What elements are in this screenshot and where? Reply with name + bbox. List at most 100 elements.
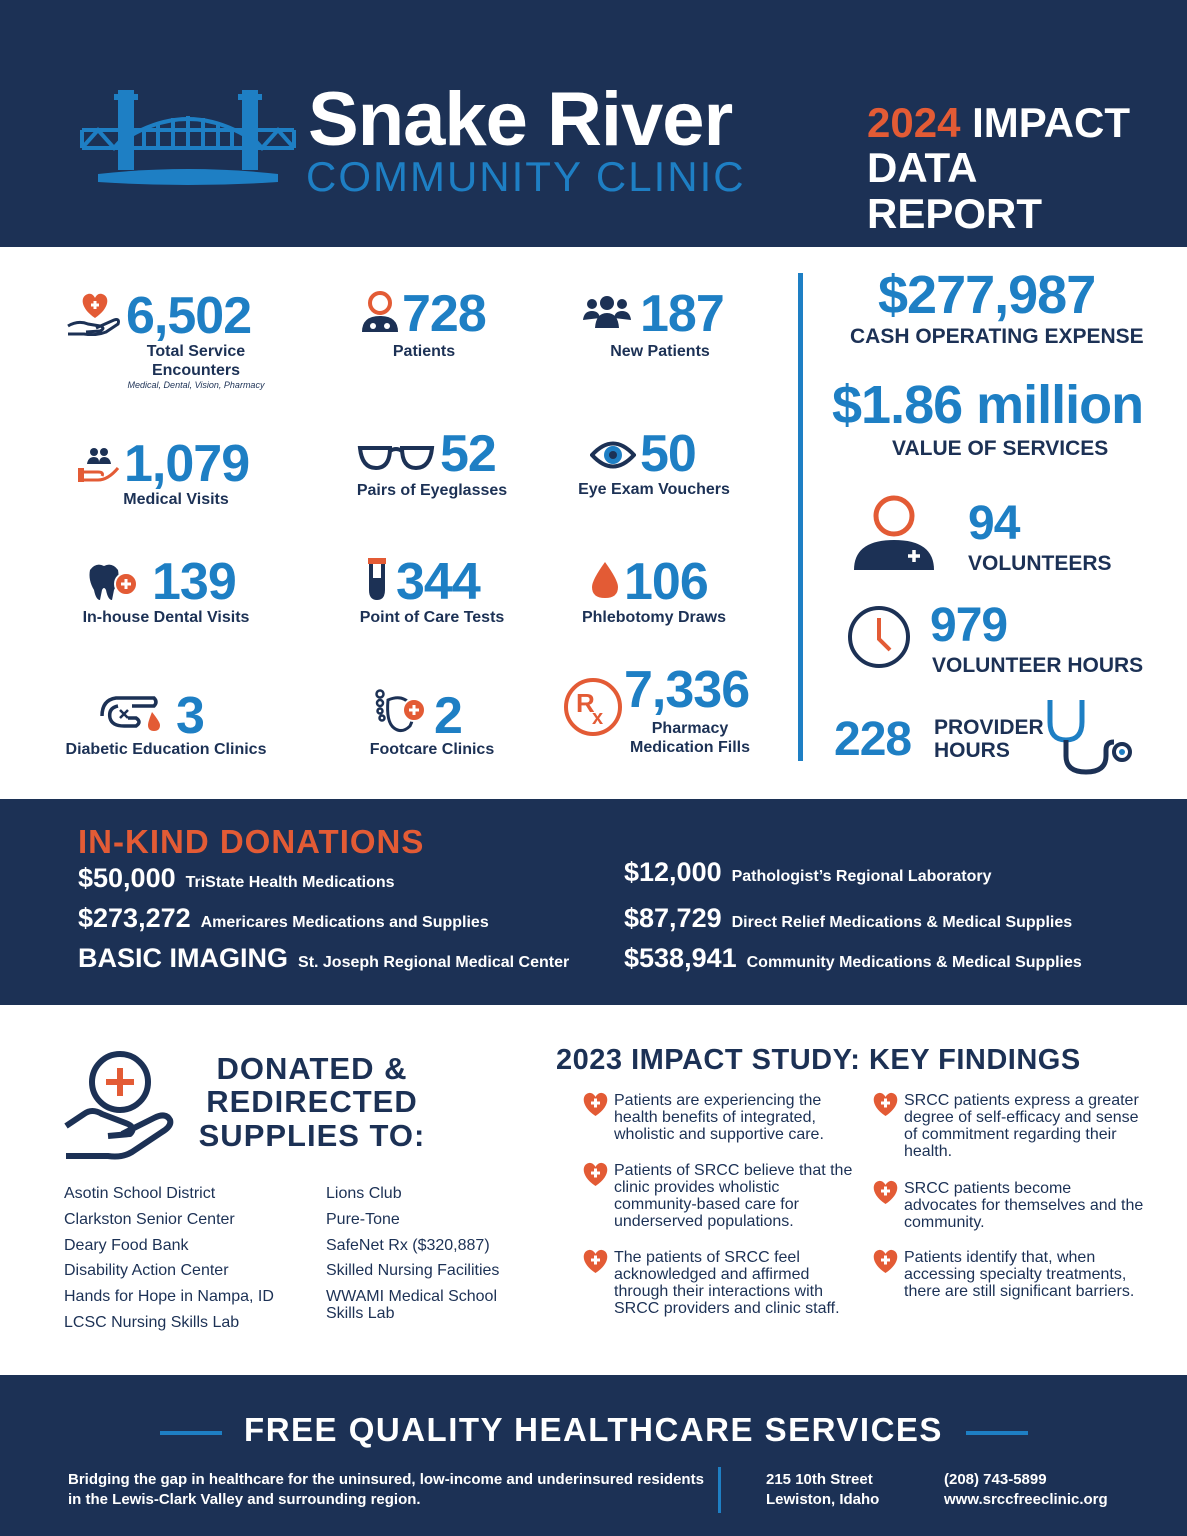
clock-icon (848, 606, 910, 668)
list-item: Pure-Tone (326, 1210, 400, 1228)
supplies-title: DONATED & REDIRECTED SUPPLIES TO: (196, 1051, 428, 1153)
stat-pharmacy-label-line2: Medication Fills (629, 739, 750, 757)
provider-hours-label-line2: HOURS (934, 739, 1010, 763)
stat-phlebotomy: 106 (624, 553, 709, 611)
stat-eyeglasses-value: 52 (440, 425, 497, 483)
stat-new-patients-label-wrap: New Patients (580, 342, 740, 361)
volunteer-hours-label: VOLUNTEER HOURS (932, 654, 1144, 677)
stat-medical-visits-label: Medical Visits (123, 491, 229, 508)
donation-amount: $50,000 (78, 863, 176, 893)
stat-dental: 139 (152, 556, 237, 608)
stat-medical-visits: 1,079 (124, 435, 250, 493)
brand-subtitle: COMMUNITY CLINIC (306, 153, 746, 200)
stat-encounters: 6,502 (126, 287, 252, 345)
supplies-title-line3: SUPPLIES TO: (198, 1117, 426, 1153)
heart-plus-icon (873, 1092, 898, 1116)
patient-icon (362, 291, 398, 332)
phone-number: (208) 743-5899 (944, 1471, 1047, 1488)
list-item: SafeNet Rx ($320,887) (326, 1236, 490, 1254)
supplies-title-line2: REDIRECTED (206, 1084, 418, 1120)
finding-text: The patients of SRCC feel acknowledged a… (614, 1249, 840, 1318)
donation-item: $12,000 Pathologist’s Regional Laboratory (624, 857, 992, 888)
finding-text: SRCC patients express a greater degree o… (904, 1092, 1139, 1161)
stat-patients: 728 (402, 288, 487, 340)
medical-care-hand-icon (78, 448, 120, 482)
address-line1: 215 10th Street (766, 1471, 873, 1488)
stat-encounters-sub: Medical, Dental, Vision, Pharmacy (127, 380, 265, 391)
heart-plus-icon (583, 1092, 608, 1116)
provider-hours-value: 228 (834, 713, 912, 766)
stat-eyeglasses-label: Pairs of Eyeglasses (356, 482, 508, 499)
svg-text:x: x (592, 707, 603, 729)
supplies-title-line1: DONATED & (216, 1051, 408, 1086)
report-title-line2: DATA REPORT (867, 144, 1043, 237)
footer-contact: (208) 743-5899 www.srccfreeclinic.org (944, 1470, 1108, 1511)
heart-hand-icon (67, 293, 120, 336)
stat-encounters-label-line1: Total Service (146, 343, 246, 360)
stat-medical-visits-value: 1,079 (124, 435, 250, 493)
stat-pharmacy-label-line1: Pharmacy (651, 720, 729, 737)
stat-phlebotomy-value: 106 (624, 553, 709, 611)
donation-amount: $87,729 (624, 903, 722, 933)
stat-dental-label: In-house Dental Visits (82, 609, 250, 626)
stat-eyeglasses-label-wrap: Pairs of Eyeglasses (346, 481, 518, 500)
finding-text: Patients of SRCC believe that the clinic… (614, 1162, 853, 1231)
list-item: Skilled Nursing Facilities (326, 1262, 500, 1280)
footer-divider (718, 1467, 721, 1513)
finding-text: Patients are experiencing the health ben… (614, 1092, 824, 1144)
donation-source: Pathologist’s Regional Laboratory (731, 868, 992, 885)
stat-poc-tests: 344 (396, 556, 481, 608)
donation-item: BASIC IMAGING St. Joseph Regional Medical… (78, 943, 569, 974)
tooth-plus-icon (89, 564, 138, 600)
stat-eyeglasses: 52 (440, 425, 497, 483)
volunteer-hours-value: 979 (930, 599, 1008, 652)
volunteers-value: 94 (968, 497, 1020, 550)
stat-pharmacy: 7,336 (624, 661, 750, 719)
donation-amount: $538,941 (624, 943, 737, 973)
website-link[interactable]: www.srccfreeclinic.org (944, 1491, 1108, 1509)
stat-encounters-label: Total Service Encounters Medical, Dental… (96, 342, 296, 390)
eye-icon (590, 441, 636, 469)
footer-title: FREE QUALITY HEALTHCARE SERVICES (244, 1411, 943, 1448)
footer-rule-right (966, 1431, 1028, 1435)
finding-text: Patients identify that, when accessing s… (904, 1249, 1135, 1301)
stat-dental-label-wrap: In-house Dental Visits (66, 608, 266, 627)
inkind-title: IN-KIND DONATIONS (78, 823, 425, 860)
report-title: 2024 IMPACT DATA REPORT (867, 100, 1147, 236)
stat-patients-label: Patients (392, 343, 456, 360)
foot-plus-icon (375, 689, 426, 733)
stat-pharmacy-label-wrap: Pharmacy Medication Fills (604, 719, 776, 757)
donation-source: Americares Medications and Supplies (200, 914, 489, 931)
stat-footcare-value: 2 (434, 687, 463, 745)
provider-hours-label: PROVIDER HOURS (934, 716, 1044, 762)
heart-plus-icon (583, 1162, 608, 1186)
stat-new-patients: 187 (640, 288, 725, 340)
vertical-divider (798, 273, 803, 761)
donation-item: $538,941 Community Medications & Medical … (624, 943, 1082, 974)
provider-hours-label-line1: PROVIDER (934, 716, 1044, 739)
donation-item: $50,000 TriState Health Medications (78, 863, 395, 894)
list-item: Hands for Hope in Nampa, ID (64, 1288, 274, 1306)
stat-diabetic: 3 (176, 690, 205, 742)
stat-encounters-value: 6,502 (126, 287, 252, 345)
list-item: LCSC Nursing Skills Lab (64, 1313, 240, 1331)
diabetic-glucose-hand-icon (100, 696, 160, 731)
list-item: Disability Action Center (64, 1262, 229, 1280)
stat-eye-exams-label-wrap: Eye Exam Vouchers (566, 480, 742, 499)
stat-diabetic-label-wrap: Diabetic Education Clinics (56, 740, 276, 759)
stat-medical-visits-label-wrap: Medical Visits (96, 490, 256, 509)
supplies-list-col1: Asotin School District Clarkston Senior … (64, 1185, 274, 1341)
donation-amount: $12,000 (624, 857, 722, 887)
footer-description: Bridging the gap in healthcare for the u… (68, 1471, 704, 1509)
stethoscope-icon (1047, 700, 1132, 775)
donation-item: $87,729 Direct Relief Medications & Medic… (624, 903, 1072, 934)
svg-text:R: R (576, 688, 595, 718)
list-item: Lions Club (326, 1185, 402, 1202)
list-item: WWAMI Medical School Skills Lab (326, 1288, 497, 1322)
heart-plus-icon (873, 1180, 898, 1204)
stat-pharmacy-value: 7,336 (624, 661, 750, 719)
rx-icon: R x (564, 678, 622, 736)
blood-drop-icon (592, 562, 618, 598)
stat-eye-exams-value: 50 (640, 425, 697, 483)
bridge-logo-icon (80, 90, 296, 185)
